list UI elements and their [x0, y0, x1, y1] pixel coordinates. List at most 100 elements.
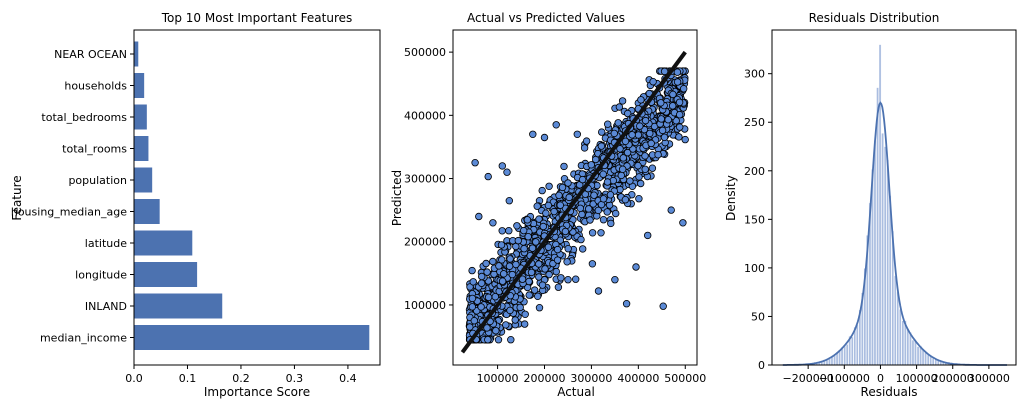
histogram-bar [916, 346, 920, 366]
scatter-point [641, 152, 649, 160]
scatter-point [505, 226, 513, 235]
scatter-point [469, 278, 477, 286]
scatter-point [521, 310, 529, 318]
scatter-point [618, 97, 627, 105]
scatter-point [623, 148, 632, 157]
scatter-point [494, 336, 503, 344]
bar-near-ocean [134, 41, 139, 67]
scatter-point [505, 196, 513, 205]
feature-label: households [64, 80, 127, 93]
scatter-point [500, 270, 508, 278]
scatter-point [659, 302, 667, 310]
scatter-point [532, 238, 540, 246]
scatter-point [614, 119, 622, 127]
scatter-point [555, 191, 563, 199]
scatter-point [590, 191, 598, 199]
scatter-point [636, 122, 644, 130]
scatter-point [679, 219, 687, 227]
predicted-tick-label: 100000 [404, 299, 446, 312]
scatter-point [498, 227, 506, 235]
scatter-point [616, 145, 624, 153]
feature-label: median_income [40, 332, 127, 345]
scatter-point [681, 135, 689, 144]
density-tick-label: 150 [744, 213, 765, 226]
bars-layer [134, 41, 370, 350]
scatter-point [475, 212, 483, 221]
scatter-point [676, 110, 684, 119]
scatter-point [553, 245, 562, 254]
residuals-plot-frame [771, 29, 1017, 366]
histogram-bar [926, 354, 930, 366]
residual-tick-label: 200000 [932, 372, 974, 385]
scatter-point [521, 320, 529, 328]
bar-inland [134, 293, 223, 319]
scatter-point [470, 317, 478, 325]
scatter-point [675, 98, 684, 106]
histogram-bar [878, 44, 882, 366]
scatter-point [512, 260, 520, 269]
importance-tick-label: 0.4 [339, 372, 357, 385]
scatter-point [632, 263, 640, 271]
scatter-point [615, 103, 624, 111]
scatter-point [544, 243, 553, 251]
residual-tick-label: −200000 [783, 372, 834, 385]
predicted-tick-labels: 100000 200000 300000 400000 500000 [404, 46, 453, 312]
scatter-point [603, 208, 611, 216]
scatter-point [497, 241, 506, 249]
scatter-point [648, 164, 657, 172]
scatter-ylabel: Predicted [390, 170, 404, 226]
scatter-point [471, 158, 479, 167]
scatter-point [647, 139, 655, 148]
scatter-point [525, 291, 533, 299]
scatter-point [505, 262, 514, 270]
bar-total_rooms [134, 136, 149, 161]
scatter-point [588, 229, 597, 237]
scatter-point [538, 281, 547, 289]
predicted-tick-label: 500000 [404, 46, 446, 59]
scatter-point [561, 227, 570, 236]
importance-tick-label: 0.0 [125, 372, 143, 385]
scatter-point [516, 303, 524, 312]
scatter-point [637, 96, 645, 104]
histogram-bar [845, 344, 849, 366]
bar-housing_median_age [134, 199, 160, 224]
feature-plot-frame [133, 29, 381, 366]
scatter-point [545, 182, 553, 190]
scatter-point [484, 293, 493, 301]
residual-tick-label: 0 [877, 372, 884, 385]
scatter-point [556, 236, 564, 244]
scatter-point [520, 226, 528, 235]
feature-label: housing_median_age [11, 206, 127, 219]
scatter-point [483, 268, 491, 276]
scatter-point [607, 219, 615, 228]
scatter-point [624, 109, 632, 118]
scatter-point [558, 183, 567, 192]
scatter-point [654, 150, 662, 159]
actual-tick-label: 500000 [664, 372, 706, 385]
residuals-title: Residuals Distribution [809, 11, 940, 25]
actual-tick-label: 300000 [570, 372, 612, 385]
scatter-point [617, 171, 625, 180]
feature-importance-xlabel: Importance Score [204, 385, 310, 399]
scatter-point [594, 287, 603, 295]
scatter-point [669, 102, 677, 110]
scatter-point [612, 209, 620, 218]
scatter-point [580, 144, 589, 152]
scatter-point [646, 129, 654, 138]
scatter-point [533, 202, 541, 210]
bar-longitude [134, 262, 198, 287]
importance-tick-label: 0.3 [286, 372, 304, 385]
histogram-bar [883, 146, 887, 366]
scatter-point [506, 306, 514, 315]
scatter-point [599, 170, 607, 178]
scatter-point [535, 304, 544, 312]
scatter-point [484, 336, 492, 344]
predicted-tick-label: 200000 [404, 236, 446, 249]
scatter-point [649, 77, 657, 86]
scatter-point [660, 67, 669, 76]
scatter-point [667, 206, 675, 214]
scatter-point [621, 137, 630, 145]
scatter-point [550, 207, 558, 216]
scatter-point [641, 165, 649, 173]
histogram-bar [873, 140, 877, 366]
